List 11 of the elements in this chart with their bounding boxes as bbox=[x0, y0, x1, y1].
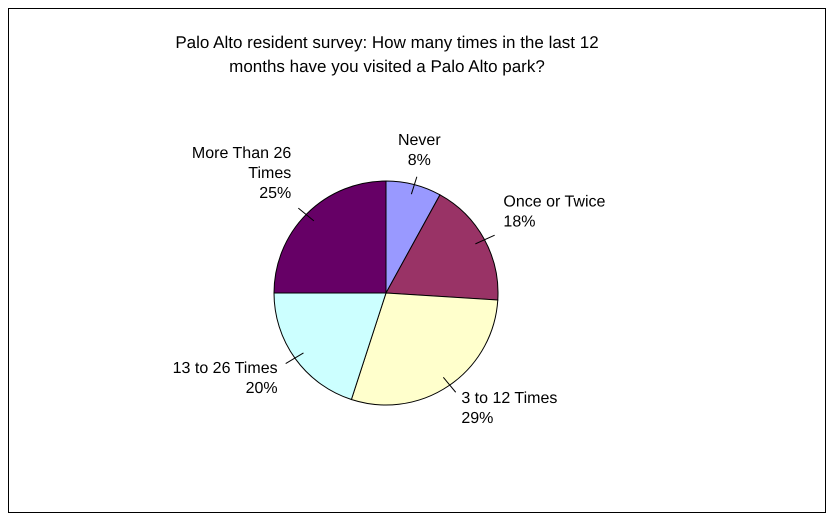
data-label: 18% bbox=[503, 213, 536, 230]
slice-label: 13 to 26 Times bbox=[172, 360, 278, 378]
slice-label: Never bbox=[398, 132, 442, 149]
slice-label: More Than 26 Times bbox=[192, 144, 292, 182]
data-label: 25% bbox=[259, 184, 292, 202]
slice-label: 3 to 12 Times bbox=[461, 390, 558, 408]
data-label: 20% bbox=[246, 380, 278, 398]
chart-title: Palo Alto resident survey: How many times in the last 12 months have you visited a Palo Alto park? bbox=[175, 33, 599, 76]
slice-label: Once or Twice bbox=[503, 193, 606, 210]
data-label: 29% bbox=[461, 410, 494, 428]
data-label: 8% bbox=[408, 152, 431, 169]
